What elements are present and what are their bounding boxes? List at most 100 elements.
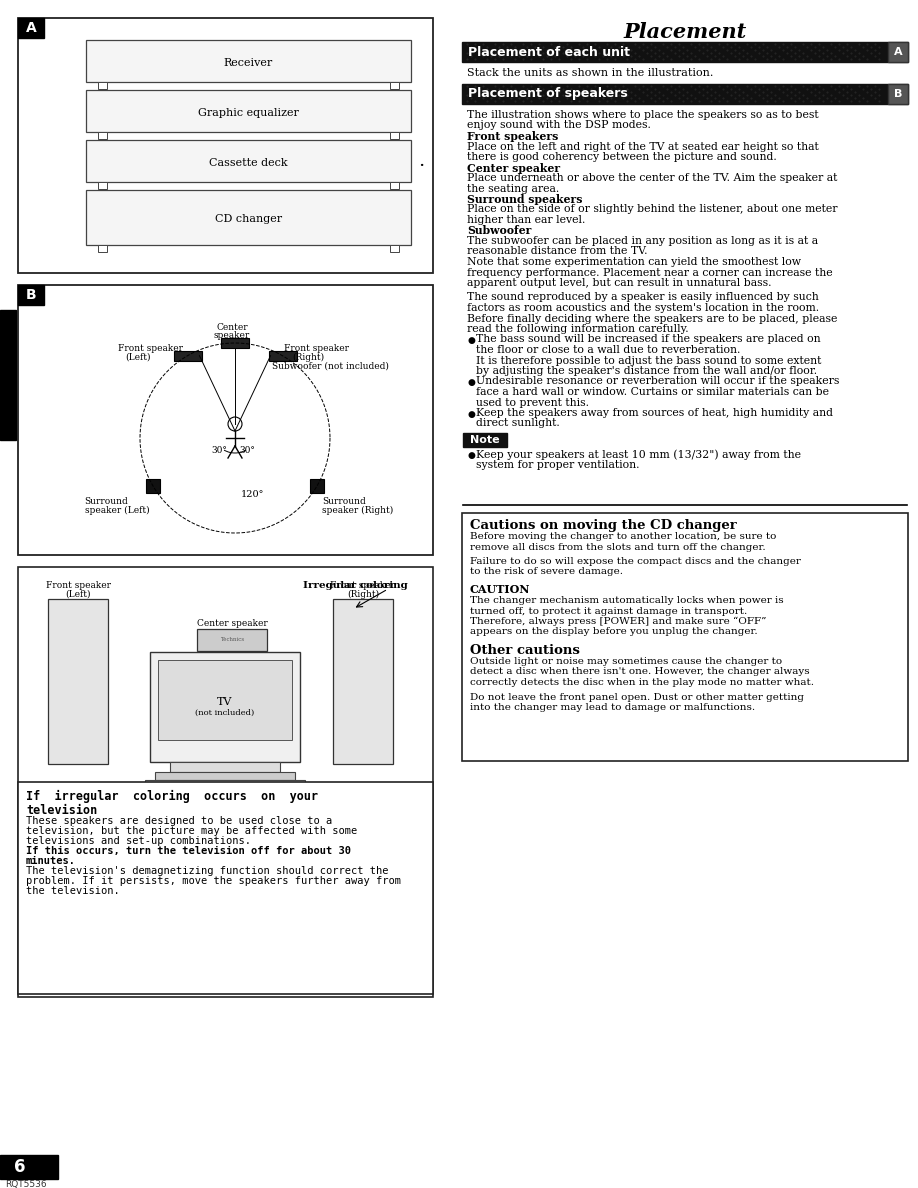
Bar — [18, 285, 44, 305]
Text: Note that some experimentation can yield the smoothest low: Note that some experimentation can yield… — [467, 257, 801, 267]
Text: Outside light or noise may sometimes cause the changer to: Outside light or noise may sometimes cau… — [470, 657, 782, 666]
Bar — [98, 132, 107, 139]
Text: Therefore, always press [POWER] and make sure “OFF”: Therefore, always press [POWER] and make… — [470, 617, 767, 626]
Text: Before finally deciding where the speakers are to be placed, please: Before finally deciding where the speake… — [467, 314, 837, 323]
Text: B: B — [894, 89, 902, 99]
Text: Center speaker: Center speaker — [196, 619, 267, 628]
Bar — [146, 479, 160, 493]
Text: higher than ear level.: higher than ear level. — [467, 215, 586, 225]
Text: to the risk of severe damage.: to the risk of severe damage. — [470, 568, 623, 576]
Text: (not included): (not included) — [196, 709, 254, 718]
Bar — [0, 1155, 58, 1178]
Text: Front speaker: Front speaker — [118, 343, 183, 353]
Bar — [462, 513, 908, 762]
Text: Subwoofer (not included): Subwoofer (not included) — [273, 361, 389, 371]
Text: The subwoofer can be placed in any position as long as it is at a: The subwoofer can be placed in any posit… — [467, 236, 818, 246]
Text: If  irregular  coloring  occurs  on  your: If irregular coloring occurs on your — [26, 790, 319, 803]
Text: Front speakers: Front speakers — [467, 131, 558, 143]
Text: Graphic equalizer: Graphic equalizer — [198, 108, 299, 118]
Text: Front speaker: Front speaker — [330, 581, 396, 590]
Text: RQT5536: RQT5536 — [5, 1180, 47, 1188]
Bar — [145, 781, 305, 810]
Text: Receiver: Receiver — [224, 58, 274, 68]
Bar — [98, 182, 107, 189]
Text: Place on the side of or slightly behind the listener, about one meter: Place on the side of or slightly behind … — [467, 204, 837, 215]
Text: .: . — [418, 152, 424, 170]
Text: frequency performance. Placement near a corner can increase the: frequency performance. Placement near a … — [467, 267, 833, 278]
Text: speaker (Right): speaker (Right) — [322, 506, 394, 514]
Text: Before use: Before use — [4, 343, 13, 406]
Bar — [86, 40, 411, 82]
Bar — [0, 310, 16, 440]
Text: The bass sound will be increased if the speakers are placed on: The bass sound will be increased if the … — [476, 335, 821, 345]
Bar — [221, 339, 249, 348]
Text: ●: ● — [467, 379, 475, 387]
Bar — [98, 82, 107, 89]
Text: (Left): (Left) — [126, 353, 151, 361]
Text: Cassette deck: Cassette deck — [209, 158, 288, 168]
Text: Technics: Technics — [220, 637, 244, 642]
Text: 30°: 30° — [211, 446, 227, 455]
Text: Undesirable resonance or reverberation will occur if the speakers: Undesirable resonance or reverberation w… — [476, 377, 839, 386]
Text: enjoy sound with the DSP modes.: enjoy sound with the DSP modes. — [467, 120, 651, 131]
Text: These speakers are designed to be used close to a: These speakers are designed to be used c… — [26, 816, 332, 826]
Text: problem. If it persists, move the speakers further away from: problem. If it persists, move the speake… — [26, 876, 401, 886]
Bar — [158, 661, 292, 740]
Text: TV: TV — [218, 697, 232, 707]
Text: The television's demagnetizing function should correct the: The television's demagnetizing function … — [26, 866, 388, 876]
Bar — [390, 132, 399, 139]
Text: the seating area.: the seating area. — [467, 183, 559, 194]
Text: speaker: speaker — [214, 331, 250, 340]
Bar — [86, 140, 411, 182]
Text: ●: ● — [467, 410, 475, 419]
Bar — [98, 245, 107, 252]
Text: television, but the picture may be affected with some: television, but the picture may be affec… — [26, 826, 357, 836]
Text: read the following information carefully.: read the following information carefully… — [467, 324, 688, 334]
Bar — [86, 90, 411, 132]
Text: If this occurs, turn the television off for about 30: If this occurs, turn the television off … — [26, 846, 351, 857]
Text: ●: ● — [467, 451, 475, 460]
Text: television: television — [26, 804, 97, 817]
Bar — [174, 350, 201, 361]
Text: remove all discs from the slots and turn off the changer.: remove all discs from the slots and turn… — [470, 543, 766, 551]
Text: Other cautions: Other cautions — [470, 644, 580, 657]
Text: Place underneath or above the center of the TV. Aim the speaker at: Place underneath or above the center of … — [467, 173, 837, 183]
Bar — [18, 567, 433, 997]
Text: ●: ● — [467, 336, 475, 346]
Text: factors as room acoustics and the system's location in the room.: factors as room acoustics and the system… — [467, 303, 819, 312]
Text: CAUTION: CAUTION — [470, 584, 531, 595]
Text: the television.: the television. — [26, 886, 119, 896]
Bar — [390, 82, 399, 89]
Text: detect a disc when there isn't one. However, the changer always: detect a disc when there isn't one. Howe… — [470, 668, 810, 676]
Text: (Right): (Right) — [293, 353, 325, 362]
Bar — [310, 479, 324, 493]
Bar — [18, 18, 44, 38]
Text: Placement of speakers: Placement of speakers — [468, 88, 628, 101]
Text: Center speaker: Center speaker — [467, 163, 560, 173]
Text: CD changer: CD changer — [215, 215, 282, 225]
Text: Keep the speakers away from sources of heat, high humidity and: Keep the speakers away from sources of h… — [476, 407, 833, 418]
Bar — [462, 42, 908, 62]
Bar — [170, 762, 280, 772]
Text: Surround speakers: Surround speakers — [467, 194, 583, 206]
Text: Surround: Surround — [322, 498, 366, 506]
Text: system for proper ventilation.: system for proper ventilation. — [476, 460, 640, 469]
Bar — [463, 432, 507, 447]
Text: Subwoofer: Subwoofer — [467, 226, 532, 236]
Text: used to prevent this.: used to prevent this. — [476, 398, 589, 407]
Text: Front speaker: Front speaker — [285, 343, 350, 353]
Bar — [18, 285, 433, 555]
Text: The sound reproduced by a speaker is easily influenced by such: The sound reproduced by a speaker is eas… — [467, 292, 819, 303]
Text: It is therefore possible to adjust the bass sound to some extent: It is therefore possible to adjust the b… — [476, 355, 822, 366]
Bar — [150, 652, 300, 762]
Bar — [155, 772, 295, 781]
Text: The illustration shows where to place the speakers so as to best: The illustration shows where to place th… — [467, 110, 819, 120]
Text: face a hard wall or window. Curtains or similar materials can be: face a hard wall or window. Curtains or … — [476, 387, 829, 397]
Bar — [48, 599, 108, 764]
Bar — [462, 84, 908, 105]
Text: Cautions on moving the CD changer: Cautions on moving the CD changer — [470, 519, 737, 532]
Text: by adjusting the speaker's distance from the wall and/or floor.: by adjusting the speaker's distance from… — [476, 366, 817, 375]
Text: there is good coherency between the picture and sound.: there is good coherency between the pict… — [467, 152, 777, 162]
Text: B: B — [26, 287, 37, 302]
Text: 6: 6 — [15, 1158, 26, 1176]
